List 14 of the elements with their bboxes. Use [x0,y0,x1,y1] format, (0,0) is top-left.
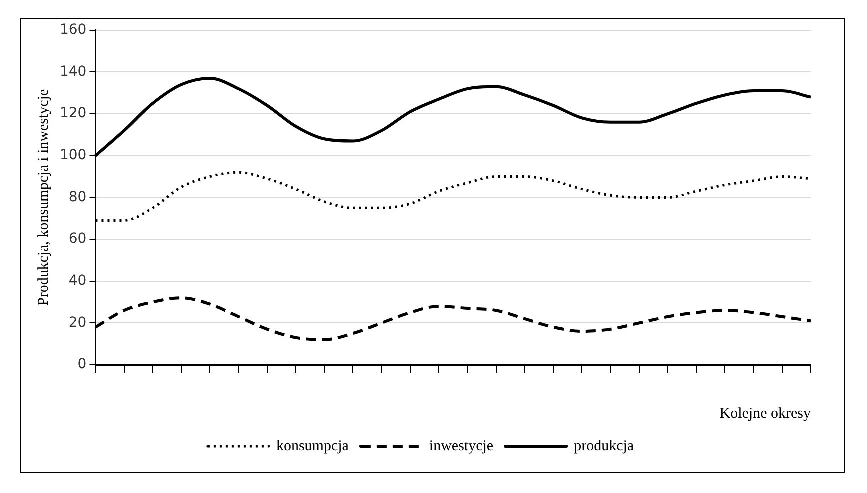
y-tick-label: 160 [60,22,87,38]
y-tick-label: 60 [68,231,87,248]
legend-label: produkcja [574,438,634,454]
y-tick-label: 140 [60,64,87,80]
y-tick-label: 0 [78,356,87,373]
y-tick-label: 80 [68,189,87,206]
legend-label: inwestycje [429,438,494,454]
y-tick-label: 120 [60,106,87,122]
x-axis-title: Kolejne okresy [720,406,812,422]
y-tick-label: 20 [68,314,87,331]
legend-label: konsumpcja [276,438,350,454]
y-tick-label: 100 [60,148,87,164]
y-axis-title: Produkcja, konsumpcja i inwestycje [36,89,52,306]
y-tick-label: 40 [68,272,87,289]
